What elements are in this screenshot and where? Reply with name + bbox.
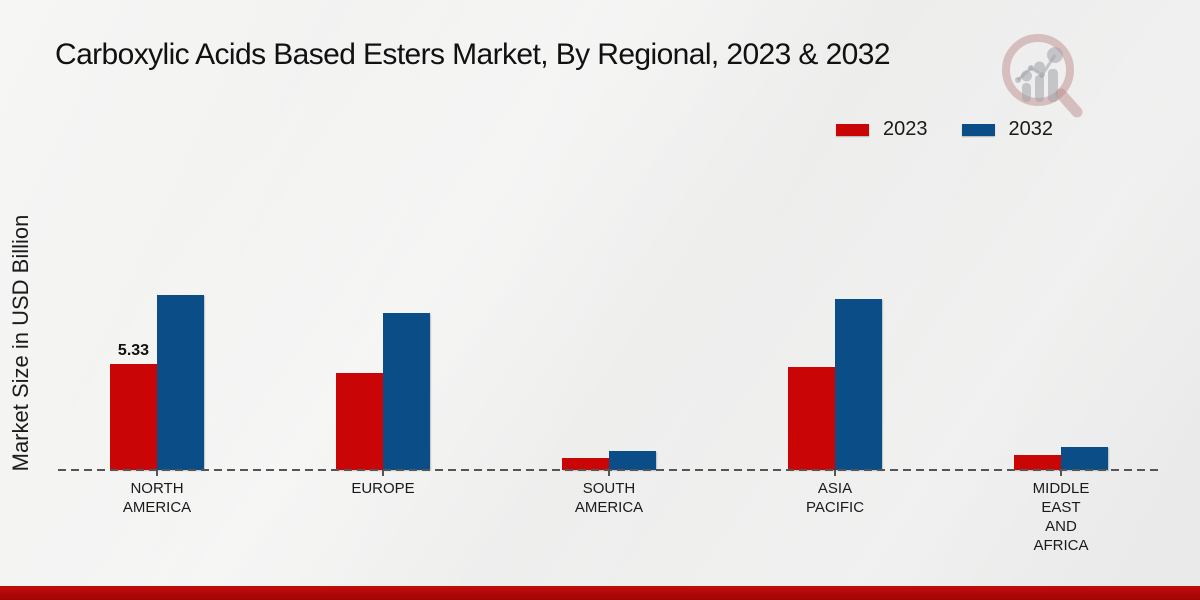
bar-2023-middle-east-and-africa xyxy=(1014,455,1061,470)
bar-2023-europe xyxy=(336,373,383,470)
x-tick xyxy=(834,470,836,476)
legend-label-2032: 2032 xyxy=(1008,118,1054,140)
x-tick xyxy=(156,470,158,476)
magnifier-barchart-logo-icon xyxy=(1002,34,1083,118)
bar-2032-europe xyxy=(383,313,430,470)
x-category-label: EUROPE xyxy=(351,480,415,497)
legend: 2023 2032 xyxy=(836,118,1053,141)
data-label: 5.33 xyxy=(117,342,150,359)
x-tick xyxy=(608,470,610,476)
legend-swatch-2023 xyxy=(836,123,869,136)
x-category-label: NORTH AMERICA xyxy=(122,480,192,516)
x-category-label: ASIA PACIFIC xyxy=(805,480,865,516)
bar-2032-middle-east-and-africa xyxy=(1061,447,1108,470)
bar-2023-asia-pacific xyxy=(788,367,835,470)
bar-2023-north-america xyxy=(110,364,157,470)
x-category-label: SOUTH AMERICA xyxy=(574,480,644,516)
bar-2032-south-america xyxy=(609,451,656,470)
page-title: Carboxylic Acids Based Esters Market, By… xyxy=(55,38,891,71)
legend-swatch-2032 xyxy=(961,123,995,136)
bar-2032-asia-pacific xyxy=(835,299,882,470)
legend-item-2032: 2032 xyxy=(961,118,1054,141)
x-tick xyxy=(1060,470,1062,476)
bar-2023-south-america xyxy=(562,458,609,470)
x-category-label: MIDDLE EAST AND AFRICA xyxy=(1032,480,1090,554)
bar-2032-north-america xyxy=(157,295,204,470)
legend-item-2023: 2023 xyxy=(836,118,928,141)
footer-red-strip xyxy=(0,586,1200,600)
x-tick xyxy=(382,470,384,476)
legend-label-2023: 2023 xyxy=(883,118,928,140)
